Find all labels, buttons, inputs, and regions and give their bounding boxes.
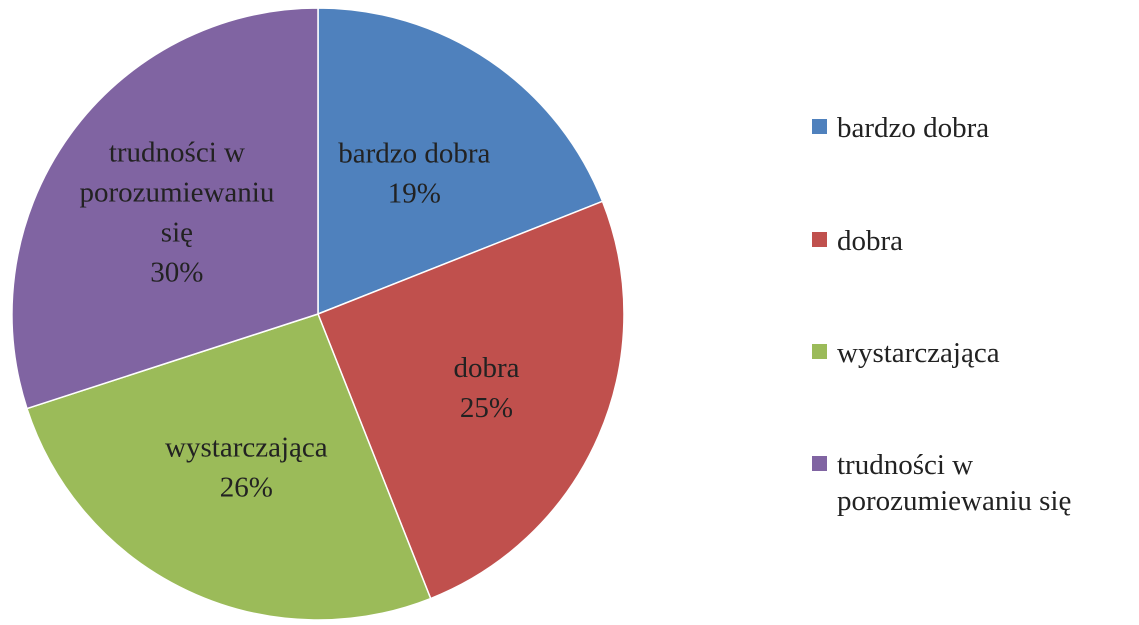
legend-label: dobra [837, 223, 1117, 259]
pie-data-label-4: trudności w porozumiewaniu się 30% [79, 137, 274, 289]
pie-data-label-1: bardzo dobra 19% [338, 137, 490, 209]
legend-label-line: porozumiewaniu się [837, 485, 1072, 517]
legend-swatch [812, 119, 827, 134]
pie-slice-4 [11, 7, 319, 410]
legend-item-3: wystarczająca [812, 335, 1117, 371]
legend-label: trudności w porozumiewaniu się [837, 447, 1117, 519]
legend-label-line: bardzo dobra [837, 112, 990, 144]
pie-data-label-3: wystarczająca 26% [165, 431, 328, 503]
legend-item-4: trudności w porozumiewaniu się [812, 447, 1117, 519]
legend-label-line: dobra [837, 225, 904, 257]
legend-label: wystarczająca [837, 335, 1117, 371]
pie-slice-3 [26, 313, 432, 621]
legend-swatch [812, 344, 827, 359]
legend-item-1: bardzo dobra [812, 110, 1117, 146]
legend-swatch [812, 456, 827, 471]
legend-swatch [812, 232, 827, 247]
legend-label-line: wystarczająca [837, 337, 1000, 369]
legend-label: bardzo dobra [837, 110, 1117, 146]
legend-label-line: trudności w [837, 449, 974, 481]
legend-item-2: dobra [812, 223, 1117, 259]
pie-slice-2 [317, 200, 625, 600]
pie-slice-1 [317, 7, 604, 316]
pie-data-label-2: dobra 25% [453, 352, 519, 424]
